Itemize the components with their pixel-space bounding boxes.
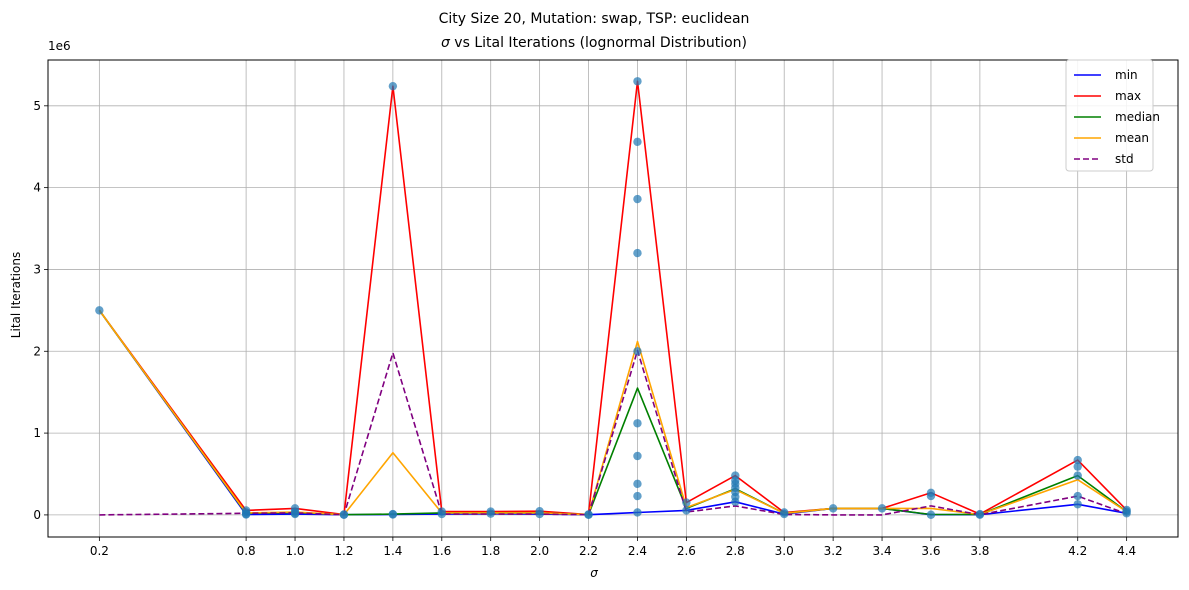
- y-tick-label: 3: [33, 262, 41, 276]
- chart-title-line2: σ vs Lital Iterations (lognormal Distrib…: [441, 35, 747, 51]
- scatter-point: [926, 510, 936, 519]
- x-tick-label: 3.2: [824, 544, 843, 558]
- scatter-point: [1073, 455, 1082, 465]
- x-tick-label: 3.8: [970, 544, 989, 558]
- scatter-point: [535, 507, 544, 516]
- scatter-point: [486, 507, 495, 516]
- scatter-point: [731, 471, 740, 480]
- scatter-point: [1122, 505, 1131, 515]
- legend-label-median: median: [1115, 110, 1160, 124]
- x-tick-label: 0.8: [237, 544, 256, 558]
- legend-box: [1065, 59, 1154, 172]
- scatter-point: [241, 510, 251, 519]
- scatter-point: [828, 504, 838, 513]
- x-tick-label: 1.0: [285, 544, 304, 558]
- x-tick-label: 1.8: [481, 544, 500, 558]
- x-axis-ticks: 0.2 0.8 1.0 1.2 1.4 1.6 1.8 2.0 2.2 2.4 2.6 2.8 3.0 3…: [90, 537, 1136, 558]
- y-tick-label: 2: [33, 344, 41, 358]
- scatter-point: [682, 498, 691, 507]
- scatter-point: [682, 506, 691, 515]
- y-axis-label: Lital Iterations: [9, 252, 23, 338]
- scatter-point: [388, 509, 398, 519]
- x-tick-label: 3.0: [775, 544, 794, 558]
- y-tick-label: 5: [33, 99, 41, 113]
- scatter-point: [633, 419, 642, 428]
- x-tick-label: 2.6: [677, 544, 696, 558]
- scatter-point: [780, 508, 789, 517]
- scatter-point: [339, 510, 349, 519]
- y-axis-offset-label: 1e6: [48, 39, 71, 53]
- scatter-point: [633, 479, 642, 489]
- x-tick-label: 2.4: [628, 544, 647, 558]
- x-tick-label: 1.4: [383, 544, 402, 558]
- scatter-point: [1073, 500, 1082, 509]
- plot-frame: [47, 59, 1179, 538]
- y-tick-label: 1: [33, 426, 41, 440]
- scatter-point: [633, 347, 642, 356]
- scatter-point: [633, 248, 642, 258]
- scatter-point: [926, 488, 936, 498]
- scatter-point: [975, 509, 985, 519]
- grid: [48, 60, 1178, 537]
- legend-label-mean: mean: [1115, 131, 1149, 145]
- scatter-point: [437, 507, 446, 516]
- scatter-point: [633, 491, 642, 501]
- x-tick-label: 2.8: [726, 544, 745, 558]
- scatter-point: [633, 137, 642, 147]
- y-tick-label: 0: [33, 508, 41, 522]
- scatter-point: [1073, 471, 1082, 480]
- x-tick-label: 2.2: [579, 544, 598, 558]
- scatter-point: [633, 77, 642, 86]
- x-tick-label: 3.6: [921, 544, 940, 558]
- scatter-layer: [95, 77, 1131, 519]
- scatter-point: [95, 306, 104, 315]
- x-tick-label: 4.4: [1117, 544, 1136, 558]
- scatter-point: [633, 451, 642, 461]
- scatter-point: [388, 81, 398, 91]
- legend: min max median mean std: [1065, 59, 1160, 172]
- y-axis-ticks: 0 1 2 3 4 5: [33, 99, 48, 522]
- chart-title-line1: City Size 20, Mutation: swap, TSP: eucli…: [439, 11, 750, 27]
- scatter-point: [877, 504, 887, 513]
- scatter-point: [584, 510, 593, 519]
- x-tick-label: 3.4: [873, 544, 892, 558]
- legend-label-min: min: [1115, 68, 1138, 82]
- scatter-point: [1073, 462, 1082, 471]
- x-tick-label: 1.6: [432, 544, 451, 558]
- scatter-point: [633, 508, 642, 517]
- x-tick-label: 0.2: [90, 544, 109, 558]
- scatter-point: [633, 194, 642, 204]
- x-tick-label: 1.2: [334, 544, 353, 558]
- scatter-point: [1073, 491, 1082, 501]
- x-tick-label: 2.0: [530, 544, 549, 558]
- x-axis-label: σ: [590, 566, 598, 580]
- scatter-point: [290, 509, 300, 518]
- title-sigma-symbol: σ: [441, 35, 451, 51]
- legend-label-max: max: [1115, 89, 1141, 103]
- title-line2-text: vs Lital Iterations (lognormal Distribut…: [450, 35, 747, 51]
- y-tick-label: 4: [33, 181, 41, 195]
- legend-label-std: std: [1115, 152, 1134, 166]
- x-tick-label: 4.2: [1068, 544, 1087, 558]
